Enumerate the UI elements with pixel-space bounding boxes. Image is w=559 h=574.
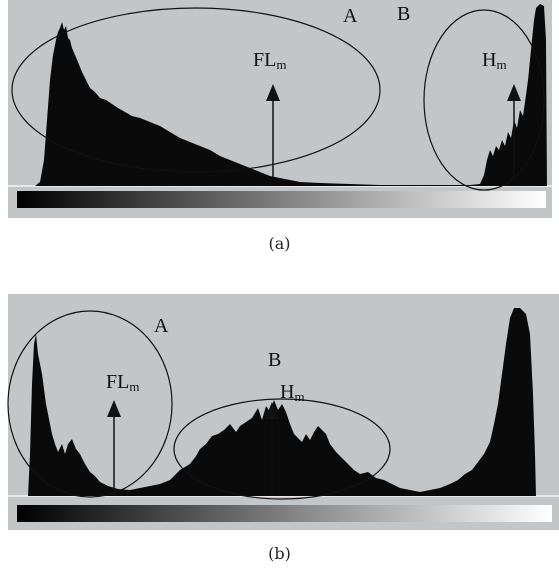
region-a-label-b: A [154, 315, 169, 337]
caption-b: (b) [268, 544, 291, 563]
region-b-label: B [397, 3, 410, 25]
region-b-label-b: B [268, 349, 281, 371]
region-a-ellipse-b [7, 310, 173, 498]
grayscale-ramp-a [17, 191, 546, 208]
region-b-ellipse-b [173, 398, 391, 500]
histogram-panel-a: A B FLm Hm [0, 0, 559, 220]
grayscale-ramp-b [17, 505, 552, 522]
fl-arrow-head-b [107, 400, 121, 417]
caption-a: (a) [268, 234, 291, 253]
region-b-ellipse [423, 9, 545, 191]
h-arrow-head-b [265, 402, 279, 419]
fl-label: FLm [253, 49, 286, 72]
h-arrow-head [507, 84, 521, 101]
region-a-ellipse [11, 7, 381, 173]
h-label-b: Hm [280, 381, 305, 404]
fl-arrow-head [266, 84, 280, 101]
h-label: Hm [482, 49, 507, 72]
region-a-label: A [343, 5, 358, 27]
histogram-b [28, 308, 536, 496]
histogram-panel-b: A B FLm Hm [0, 294, 559, 532]
histogram-a [35, 4, 547, 186]
fl-label-b: FLm [106, 371, 139, 394]
